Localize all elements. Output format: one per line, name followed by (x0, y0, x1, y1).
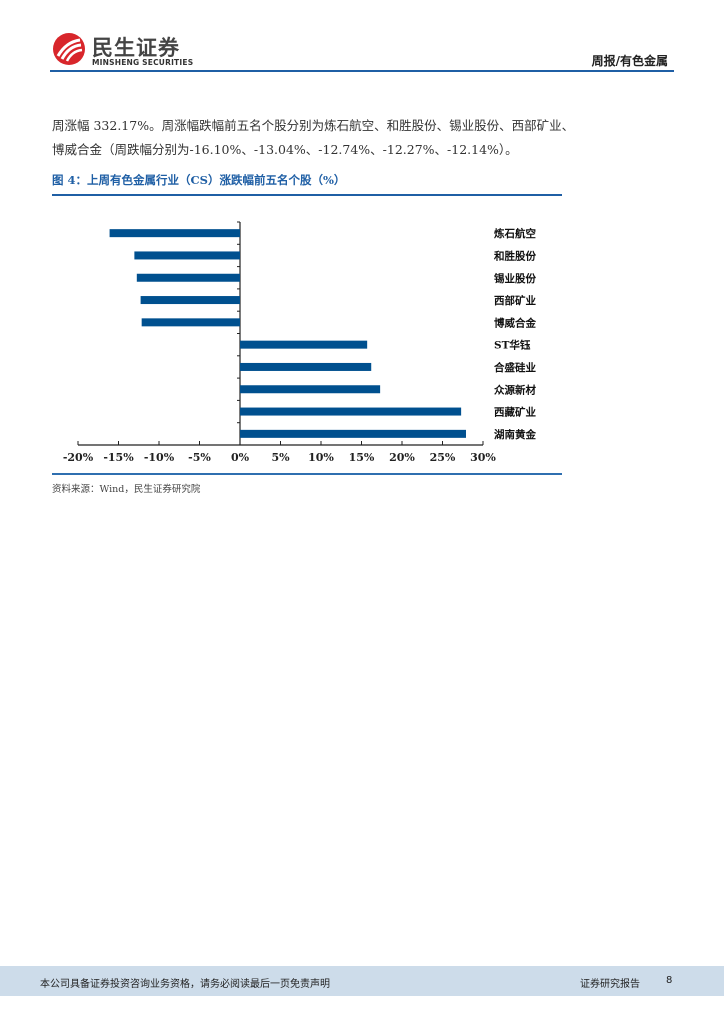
figure-bottom-divider (52, 473, 562, 475)
logo-text-en: MINSHENG SECURITIES (92, 58, 194, 67)
x-tick-label: -10% (144, 451, 175, 464)
category-label: 和胜股份 (493, 249, 536, 262)
x-tick-label: -20% (63, 451, 94, 464)
x-tick-label: 20% (389, 451, 415, 464)
bar (240, 385, 381, 394)
category-label: 博威合金 (494, 316, 536, 329)
page-header: 民生证券 MINSHENG SECURITIES 周报/有色金属 (0, 0, 724, 75)
x-tick-label: 10% (308, 451, 334, 464)
category-label: 西藏矿业 (494, 406, 536, 419)
x-tick-label: 25% (430, 451, 456, 464)
page-number: 8 (666, 975, 673, 986)
minsheng-logo-icon (53, 33, 85, 65)
body-text-line-2: 博威合金（周跌幅分别为-16.10%、-13.04%、-12.74%、-12.2… (52, 142, 518, 157)
category-label: 锡业股份 (494, 272, 536, 285)
x-tick-label: 15% (349, 451, 375, 464)
footer-disclaimer: 本公司具备证券投资咨询业务资格，请务必阅读最后一页免责声明 (40, 979, 330, 990)
figure-source: 资料来源：Wind，民生证券研究院 (52, 484, 201, 495)
report-section: 周报/有色金属 (591, 54, 668, 68)
bar (109, 229, 240, 238)
figure-top-divider (52, 194, 562, 196)
category-label: 炼石航空 (494, 227, 536, 240)
x-tick-label: 5% (271, 451, 290, 464)
bar (134, 251, 240, 260)
bar (240, 340, 368, 349)
x-tick-label: 30% (470, 451, 496, 464)
header-divider (50, 70, 674, 72)
category-label: 西部矿业 (494, 294, 536, 307)
category-label: 众源新材 (494, 383, 536, 396)
body-text-line-1: 周涨幅 332.17%。周涨幅跌幅前五名个股分别为炼石航空、和胜股份、锡业股份、… (52, 118, 575, 133)
bar (240, 362, 372, 371)
figure-title: 图 4：上周有色金属行业（CS）涨跌幅前五名个股（%） (52, 173, 346, 187)
category-label: ST华钰 (494, 339, 531, 352)
logo-text-cn: 民生证券 (92, 36, 180, 60)
footer-doc-type: 证券研究报告 (580, 979, 640, 990)
bar (141, 318, 240, 327)
bar (240, 407, 462, 416)
bar-chart: -20% -15% -10% -5% 0% 5% 10% 15% 20% 25% 30% 炼石航空和胜… (63, 221, 536, 464)
x-tick-label: -5% (188, 451, 211, 464)
category-label: 湖南黄金 (494, 428, 536, 441)
x-tick-label: 0% (231, 451, 250, 464)
category-label: 合盛硅业 (493, 361, 536, 374)
bar (140, 296, 240, 305)
x-tick-label: -15% (103, 451, 134, 464)
bar (240, 429, 466, 438)
bar (136, 273, 240, 282)
page-footer: 本公司具备证券投资咨询业务资格，请务必阅读最后一页免责声明 证券研究报告 8 (0, 966, 724, 996)
